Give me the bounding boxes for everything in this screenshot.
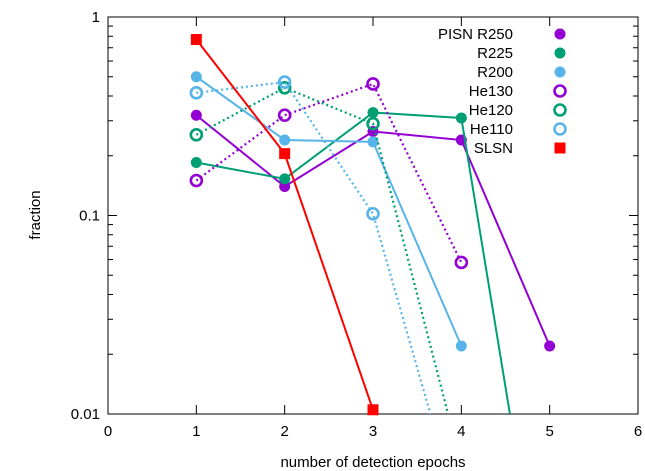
- data-point: [190, 71, 202, 83]
- y-axis-label: fraction: [27, 190, 44, 239]
- series-he120: [189, 80, 450, 414]
- data-point: [279, 134, 291, 146]
- legend-label: SLSN: [474, 140, 513, 157]
- series-line: [195, 75, 463, 347]
- data-point: [366, 206, 380, 221]
- y-tick-label: 1: [92, 9, 100, 26]
- legend: PISN R250 R225 R200 He130 He120 He110 SLSN: [438, 26, 567, 157]
- series-group: [189, 34, 556, 416]
- data-point: [544, 340, 556, 352]
- data-point: [455, 340, 467, 352]
- series-line: [195, 86, 450, 414]
- data-point: [277, 80, 292, 95]
- legend-marker: [554, 47, 566, 59]
- legend-marker: [553, 103, 567, 117]
- data-point: [189, 86, 204, 100]
- data-point: [190, 34, 202, 46]
- x-axis-label: number of detection epochs: [280, 454, 465, 471]
- y-tick-label: 0.01: [71, 406, 100, 423]
- legend-marker: [554, 28, 566, 40]
- x-tick-label: 5: [545, 423, 553, 440]
- data-point: [277, 75, 292, 89]
- x-tick-label: 3: [369, 423, 377, 440]
- data-point: [279, 173, 291, 185]
- data-point: [367, 107, 379, 119]
- x-tick-label: 0: [104, 423, 112, 440]
- legend-label: He130: [469, 83, 513, 100]
- data-point: [190, 109, 202, 121]
- data-point: [455, 112, 467, 124]
- series-line: [196, 111, 511, 414]
- series-he130: [189, 77, 469, 270]
- x-tick-label: 1: [192, 423, 200, 440]
- data-point: [189, 173, 204, 188]
- series-r225: [190, 107, 511, 414]
- x-tick-label: 2: [280, 423, 288, 440]
- legend-marker: [554, 142, 566, 154]
- legend-label: R200: [477, 64, 513, 81]
- data-point: [366, 77, 380, 91]
- series-slsn: [190, 34, 379, 416]
- series-he110: [189, 75, 432, 414]
- data-point: [367, 404, 379, 416]
- data-point: [366, 116, 380, 131]
- legend-marker: [553, 122, 567, 136]
- x-tick-label: 4: [457, 423, 465, 440]
- legend-label: He110: [470, 121, 513, 138]
- series-line: [196, 80, 432, 414]
- y-tick-label: 0.1: [79, 208, 100, 225]
- x-tick-label: 6: [634, 423, 642, 440]
- data-point: [279, 148, 291, 160]
- legend-label: R225: [477, 45, 513, 62]
- data-point: [367, 136, 379, 148]
- axis-ticks: 0 1 2 3 4 5 6 0.01 0.1 1: [71, 9, 642, 440]
- data-point: [190, 156, 202, 168]
- legend-marker: [553, 84, 567, 98]
- data-point: [454, 255, 469, 270]
- series-r200: [190, 71, 467, 352]
- data-point: [279, 180, 291, 192]
- legend-label: PISN R250: [438, 26, 513, 43]
- data-point: [189, 128, 204, 142]
- legend-label: He120: [469, 102, 513, 119]
- legend-marker: [554, 66, 566, 78]
- data-point: [277, 108, 292, 123]
- series-line: [195, 82, 463, 263]
